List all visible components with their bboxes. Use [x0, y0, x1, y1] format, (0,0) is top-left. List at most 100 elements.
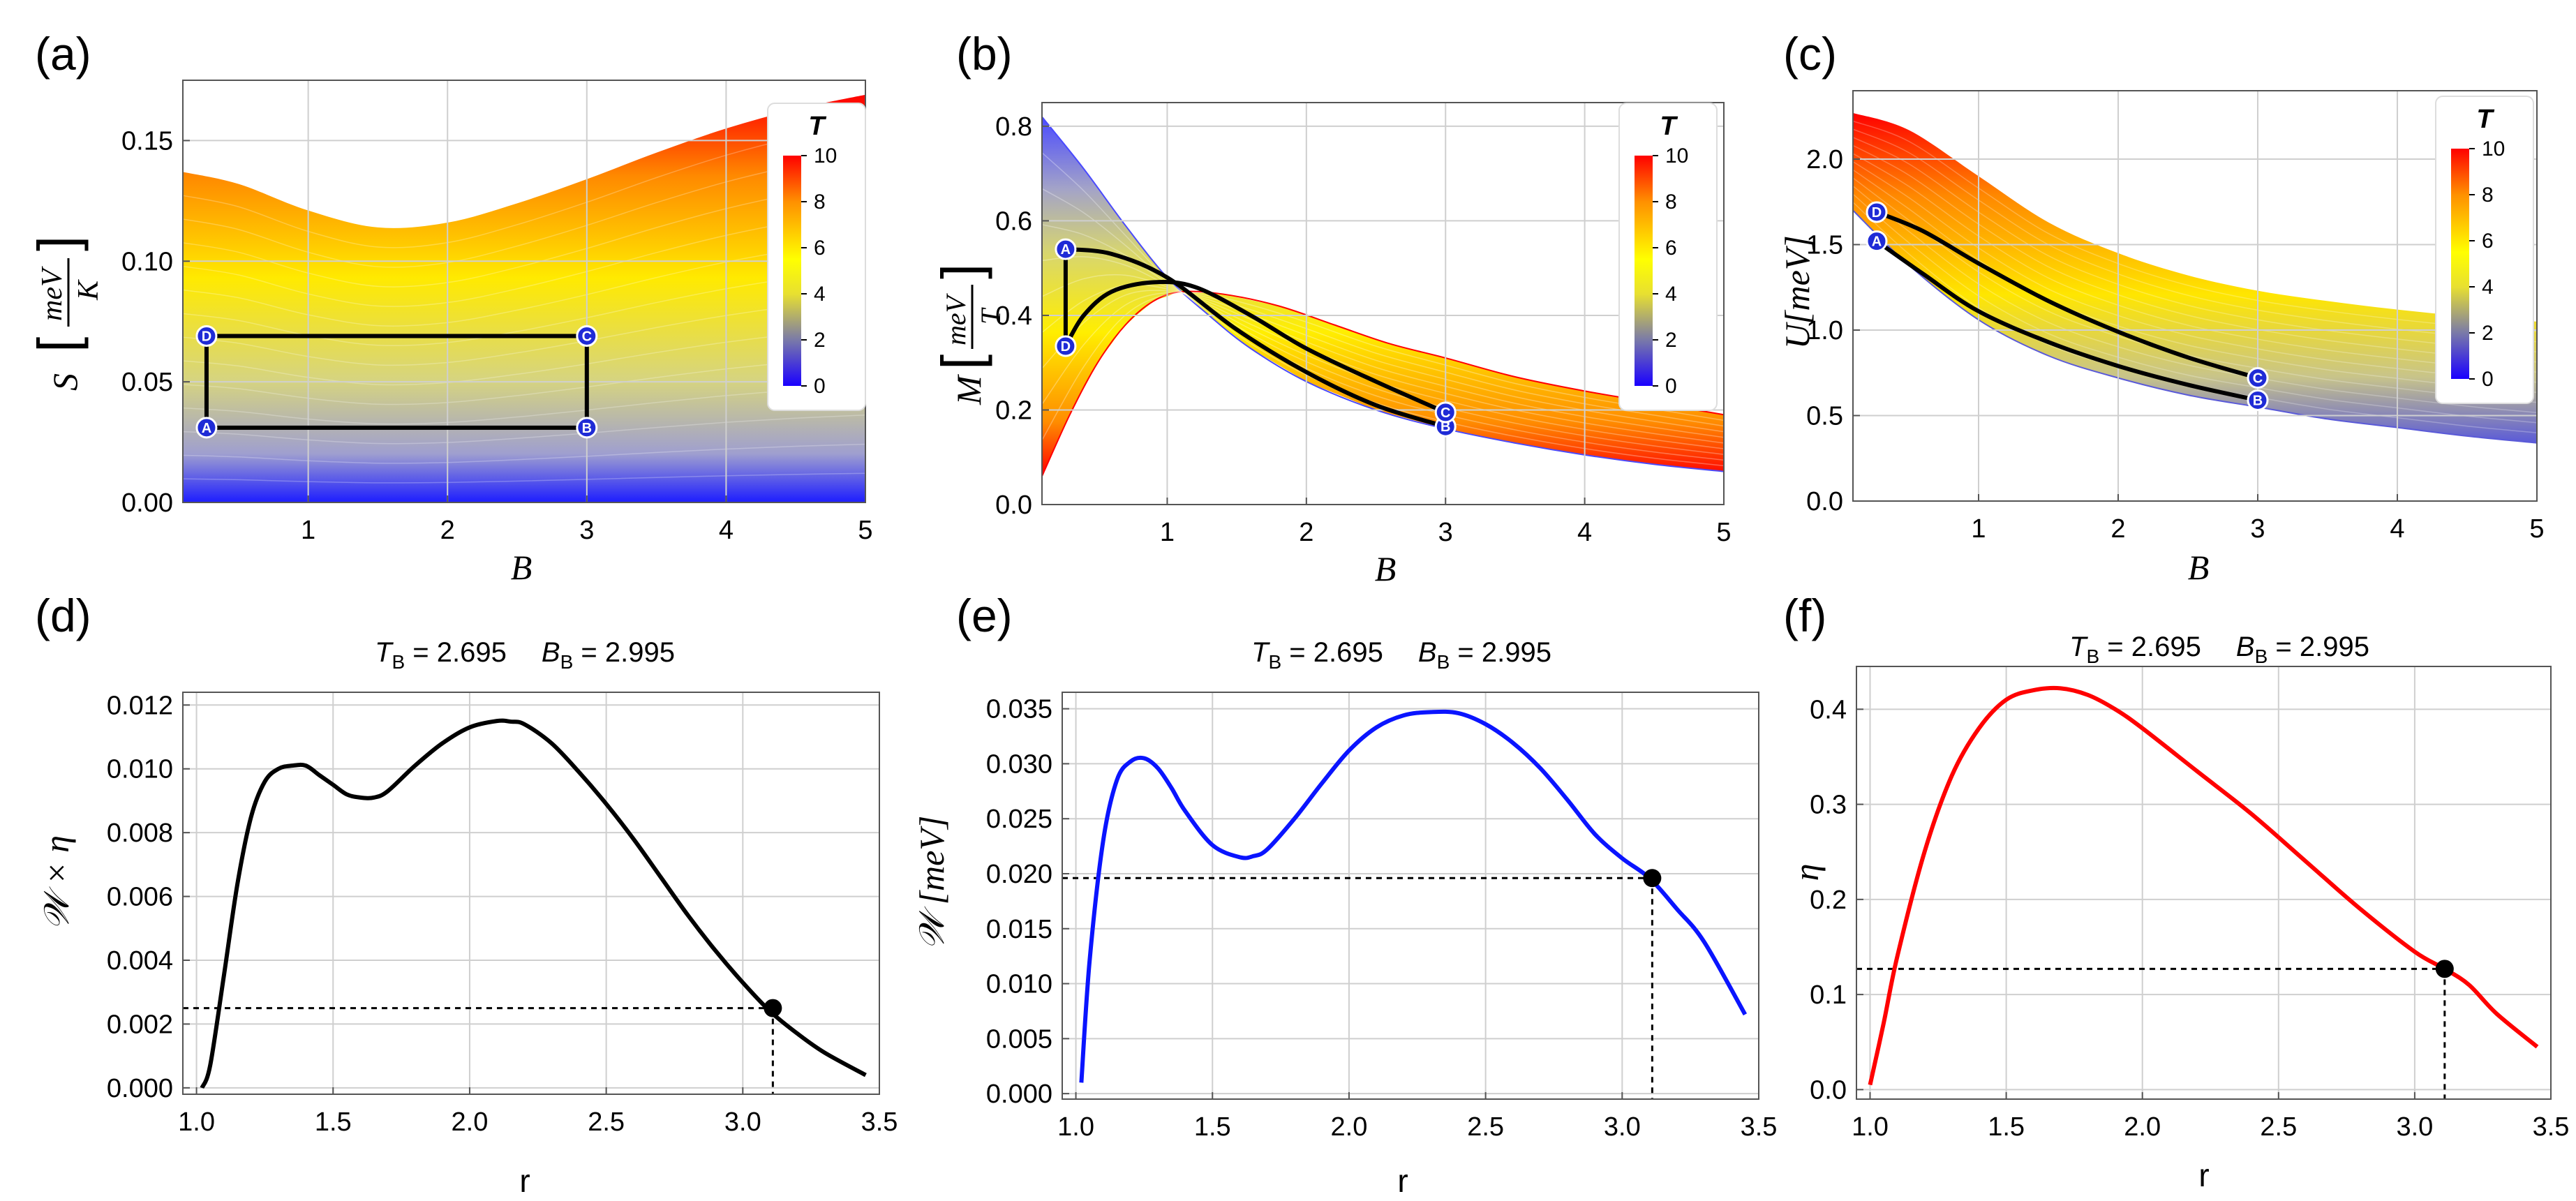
- grid-e: [1062, 692, 1759, 1099]
- point-c-label: C: [2253, 371, 2263, 387]
- legend-tick-label: 2: [2482, 322, 2494, 345]
- y-ticks-e: 0.000 0.005 0.010 0.015 0.020 0.025 0.030 0.035: [986, 695, 1069, 1109]
- isotherm-line: [1852, 186, 2538, 413]
- y-tick-label: 0.2: [1810, 886, 1847, 915]
- marker-point: [2435, 960, 2454, 978]
- guide-lines-f: [1856, 967, 2446, 1099]
- x-tick-label: 3: [2250, 514, 2265, 544]
- isotherm-line: [1852, 144, 2538, 363]
- point-a: [195, 417, 218, 439]
- series-line: [1868, 685, 2539, 1086]
- svg-text:S: S: [45, 373, 84, 391]
- y-tick-label: 0.000: [986, 1080, 1052, 1109]
- series-line-e: [1079, 709, 1748, 1083]
- panel-letter-e: (e): [956, 590, 1013, 641]
- isotherm-line: [1852, 161, 2538, 383]
- series-line-f: [1868, 685, 2539, 1086]
- legend-tick-label: 0: [814, 375, 826, 398]
- legend-tick-label: 6: [2482, 230, 2494, 253]
- x-tick-label: 5: [2529, 514, 2544, 544]
- point-d-label: D: [1061, 339, 1071, 355]
- y-axis-label-a: S [ meV K ]: [27, 236, 105, 391]
- x-tick-label: 1.5: [315, 1107, 352, 1137]
- point-a: [1866, 230, 1888, 253]
- point-b-label: B: [582, 421, 592, 436]
- marker-point: [1643, 869, 1662, 888]
- point-d-label: D: [1872, 205, 1882, 221]
- x-tick-label: 3.0: [724, 1107, 761, 1137]
- y-tick-label: 0.5: [1806, 402, 1843, 431]
- legend-c: T 0 2 4 6 8 10: [2435, 96, 2534, 404]
- point-c: [2247, 367, 2269, 389]
- svg-text:meV: meV: [940, 292, 971, 345]
- panel-e: (e) TB = 2.695 BB = 2.995 1.0 1.5 2.0 2.5 3.0…: [912, 590, 1777, 1199]
- legend-tick-label: 10: [2482, 137, 2505, 161]
- x-tick-label: 2.5: [1467, 1112, 1504, 1142]
- plot-title-d: TB = 2.695 BB = 2.995: [375, 637, 675, 673]
- cycle-points-c: A BC D: [1866, 201, 2269, 411]
- y-tick-label: 0.000: [107, 1074, 173, 1103]
- point-c-label: C: [1440, 405, 1450, 421]
- panel-letter-b: (b): [956, 28, 1013, 80]
- x-tick-label: 1: [301, 516, 315, 545]
- plot-frame-f: [1856, 666, 2552, 1100]
- legend-b: T 0 2 4 6 8 10: [1618, 103, 1718, 411]
- isotherm-line: [182, 210, 866, 307]
- legend-tick-label: 10: [1665, 144, 1688, 167]
- isotherm-line: [1041, 292, 1725, 441]
- x-tick-label: 1: [1160, 518, 1175, 547]
- panel-a: (a) A B C D 1 2 3 4 5 0.00 0.05 0.10 0.15 B S [ me…: [27, 28, 873, 587]
- point-a-label: A: [202, 421, 211, 436]
- x-tick-label: 3.5: [861, 1107, 898, 1137]
- y-tick-label: 0.3: [1810, 791, 1847, 820]
- legend-tick-label: 6: [1665, 237, 1677, 260]
- legend-tick-label: 0: [2482, 368, 2494, 391]
- x-tick-label: 1: [1971, 514, 1986, 544]
- x-ticks-f: 1.0 1.5 2.0 2.5 3.0 3.5: [1852, 1092, 2569, 1142]
- isotherm-line: [1041, 274, 1725, 444]
- y-tick-label: 0.004: [107, 946, 173, 976]
- isotherm-line: [182, 415, 866, 445]
- x-ticks-e: 1.0 1.5 2.0 2.5 3.0 3.5: [1057, 1092, 1777, 1142]
- y-tick-label: 0.015: [986, 915, 1052, 944]
- svg-text:U: U: [1778, 322, 1817, 349]
- isotherm-line: [182, 298, 866, 366]
- svg-text:[: [: [27, 337, 89, 352]
- x-tick-label: 3.5: [1741, 1112, 1778, 1142]
- x-tick-label: 3.5: [2533, 1112, 2570, 1142]
- x-axis-label-c: B: [2188, 548, 2210, 587]
- curve-a-b: [1065, 247, 1447, 429]
- y-axis-label-e: 𝒲 [meV]: [912, 816, 951, 950]
- svg-text:T: T: [975, 307, 1006, 325]
- svg-text:meV: meV: [36, 266, 68, 321]
- y-axis-label-d: 𝒲 × η: [37, 835, 76, 930]
- x-tick-label: 2: [2110, 514, 2125, 544]
- point-c: [576, 325, 598, 347]
- isotherm-line: [1852, 193, 2538, 424]
- point-a-label: A: [1872, 234, 1882, 250]
- isotherm-line: [1041, 256, 1725, 449]
- series-line: [1079, 709, 1748, 1083]
- panel-letter-c: (c): [1783, 28, 1837, 80]
- y-tick-label: 0.0: [995, 491, 1032, 520]
- legend-a: T 0 2 4 6 8 10: [767, 103, 866, 411]
- curve-d-c: [1875, 210, 2258, 380]
- y-tick-label: 0.008: [107, 819, 173, 848]
- y-ticks-a: 0.00 0.05 0.10 0.15: [121, 126, 190, 518]
- point-d: [195, 325, 218, 347]
- magnetization-band: [1042, 117, 1724, 477]
- energy-band: [1853, 112, 2537, 443]
- isotherm-line: [1852, 177, 2538, 403]
- isotherm-high-t: [1041, 290, 1725, 477]
- isotherm-line: [182, 443, 866, 464]
- series-line-d: [200, 718, 867, 1089]
- legend-title: T: [1660, 112, 1678, 141]
- y-tick-label: 0.012: [107, 691, 173, 720]
- y-tick-label: 0.020: [986, 860, 1052, 889]
- y-tick-label: 0.010: [986, 970, 1052, 999]
- y-tick-label: 0.00: [121, 488, 173, 518]
- y-tick-label: 0.4: [995, 301, 1032, 331]
- y-tick-label: 0.10: [121, 247, 173, 276]
- point-a: [1055, 238, 1077, 260]
- legend-tick-label: 4: [2482, 276, 2494, 299]
